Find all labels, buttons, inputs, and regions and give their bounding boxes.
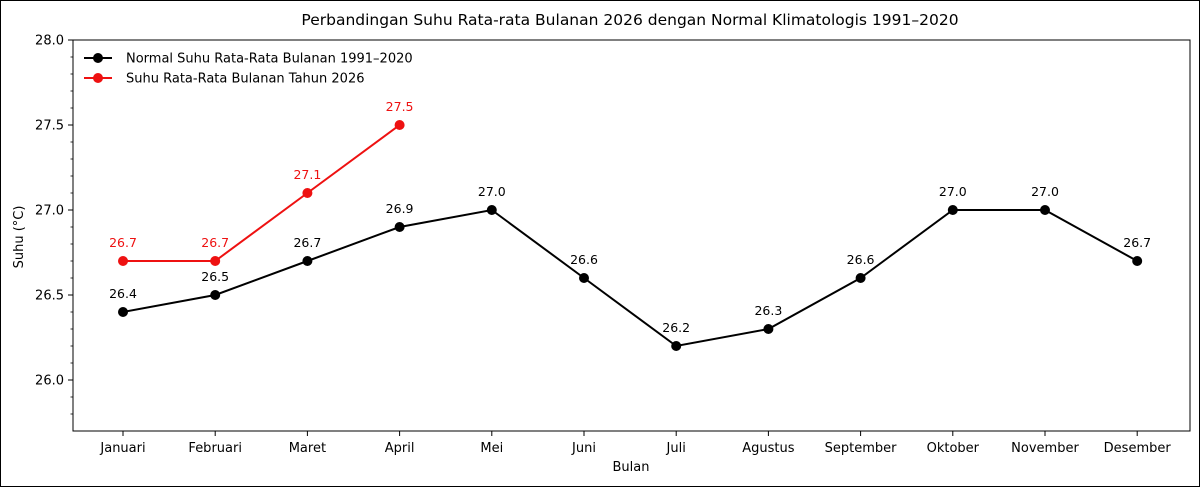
series-layer — [118, 120, 1143, 351]
x-tick-label: November — [1011, 441, 1079, 456]
data-point-0 — [579, 273, 589, 283]
x-tick-label: Agustus — [742, 441, 794, 456]
data-point-1 — [210, 256, 221, 266]
data-point-0 — [855, 273, 866, 283]
x-tick-label: September — [825, 441, 898, 456]
data-point-1 — [302, 188, 313, 198]
data-label-0: 27.0 — [1031, 184, 1059, 199]
x-tick-label: Februari — [188, 441, 242, 456]
x-tick-label: Oktober — [927, 441, 980, 456]
data-point-0 — [486, 205, 497, 215]
data-label-0: 26.5 — [201, 269, 229, 284]
y-tick-label: 26.0 — [35, 374, 64, 389]
data-label-1: 27.1 — [293, 167, 321, 182]
ticks: 26.0 26.5 27.0 27.5 28.0 Januari Februari Maret… — [35, 34, 1171, 457]
legend-marker-1 — [93, 73, 103, 83]
data-point-0 — [302, 256, 313, 266]
x-axis-title: Bulan — [613, 460, 650, 475]
data-label-1: 26.7 — [109, 235, 137, 250]
x-tick-label: Maret — [289, 441, 326, 456]
data-label-0: 26.2 — [662, 320, 690, 335]
x-tick-label: April — [385, 441, 415, 456]
data-point-0 — [118, 307, 128, 317]
chart-title: Perbandingan Suhu Rata-rata Bulanan 2026… — [301, 11, 958, 29]
data-label-0: 26.7 — [293, 235, 321, 250]
data-point-0 — [394, 222, 405, 232]
data-label-0: 26.6 — [847, 252, 875, 267]
data-point-0 — [1132, 256, 1143, 266]
axes — [72, 39, 1191, 432]
data-point-1 — [118, 256, 128, 266]
series-line-0 — [122, 208, 1138, 348]
legend-marker-0 — [93, 53, 103, 63]
y-tick-label: 26.5 — [35, 289, 64, 304]
y-axis-title: Suhu (°C) — [12, 206, 27, 269]
data-label-0: 27.0 — [478, 184, 506, 199]
x-tick-label: Januari — [99, 441, 145, 456]
data-point-0 — [1040, 205, 1050, 215]
x-tick-label: Desember — [1104, 441, 1172, 456]
y-tick-label: 27.0 — [35, 204, 64, 219]
legend-label-0: Normal Suhu Rata-Rata Bulanan 1991–2020 — [126, 52, 413, 67]
legend-label-1: Suhu Rata-Rata Bulanan Tahun 2026 — [126, 72, 364, 87]
data-point-0 — [210, 290, 221, 300]
data-labels: 26.4 26.5 26.7 26.9 27.0 26.6 26.2 26.3 26.6 27.0… — [109, 99, 1151, 335]
x-tick-label: Juli — [666, 441, 686, 456]
data-point-0 — [763, 324, 774, 334]
data-point-1 — [394, 120, 405, 130]
series-line-1 — [123, 124, 401, 262]
data-label-0: 26.6 — [570, 252, 598, 267]
data-label-0: 26.9 — [386, 201, 414, 216]
plot-area — [72, 39, 1191, 432]
x-tick-label: Juni — [571, 441, 596, 456]
legend: Normal Suhu Rata-Rata Bulanan 1991–2020 S… — [84, 52, 413, 87]
data-label-0: 27.0 — [939, 184, 967, 199]
y-tick-label: 28.0 — [35, 34, 64, 49]
x-tick-label: Mei — [480, 441, 503, 456]
data-label-0: 26.3 — [754, 303, 782, 318]
data-point-0 — [671, 341, 682, 351]
data-label-0: 26.4 — [109, 286, 137, 301]
data-label-1: 27.5 — [386, 99, 414, 114]
data-point-0 — [947, 205, 958, 215]
data-label-0: 26.7 — [1123, 235, 1151, 250]
y-tick-label: 27.5 — [35, 119, 64, 134]
data-label-1: 26.7 — [201, 235, 229, 250]
